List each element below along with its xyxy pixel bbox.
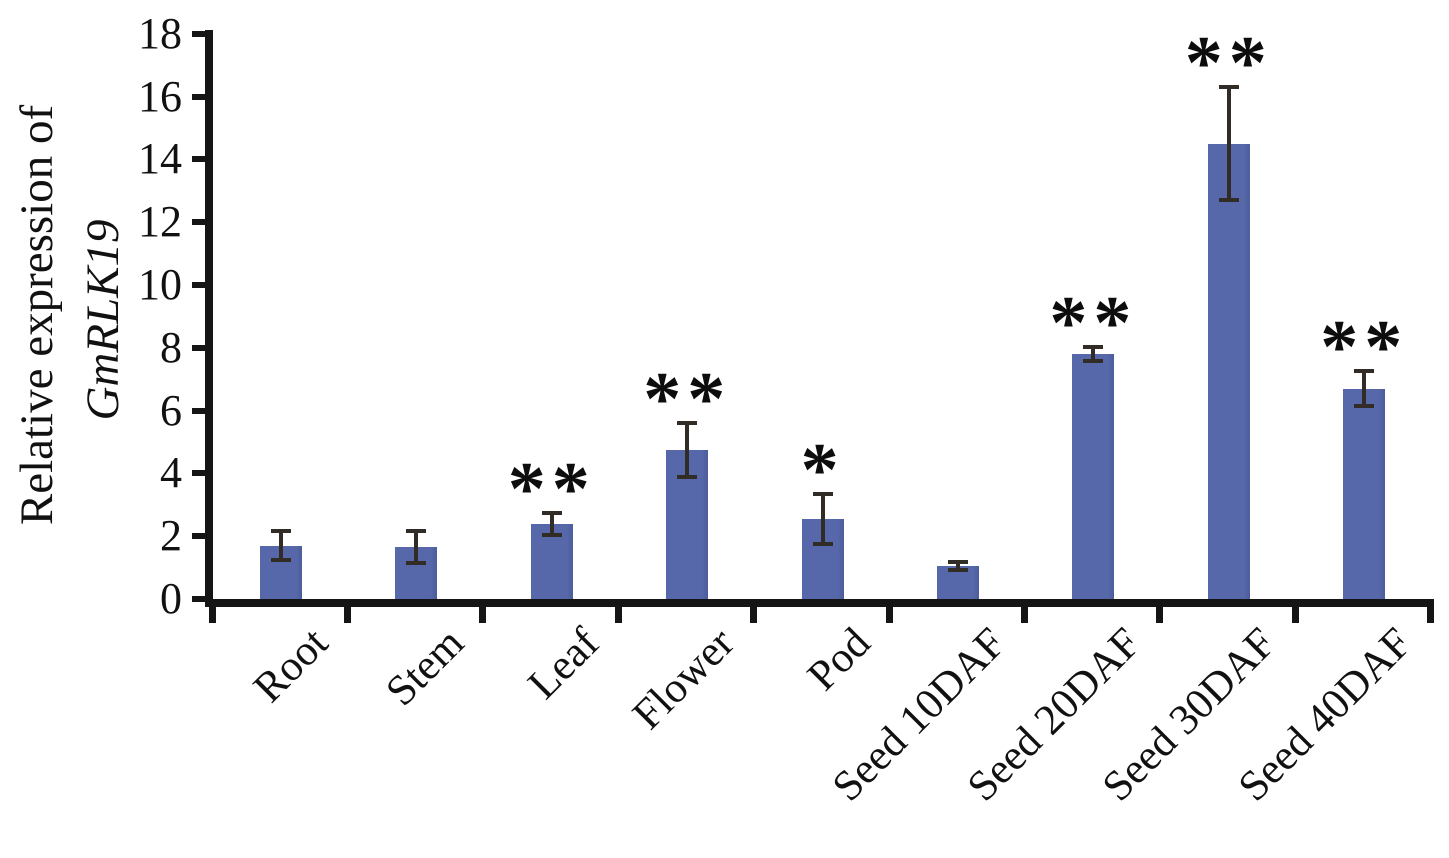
y-tick	[192, 596, 206, 602]
y-tick-label: 2	[160, 511, 182, 561]
error-bar-cap-bottom	[948, 567, 968, 572]
bar-seed-30daf	[1207, 143, 1250, 599]
x-tick	[1156, 599, 1164, 623]
y-tick	[192, 93, 206, 100]
significance-marker-leaf: **	[507, 446, 596, 531]
y-tick	[192, 533, 206, 540]
y-tick	[192, 470, 206, 477]
y-tick	[192, 344, 206, 351]
y-tick-label: 6	[160, 385, 182, 435]
x-tick	[208, 599, 216, 623]
error-bar-flower	[685, 423, 690, 477]
error-bar-cap-top	[271, 529, 291, 534]
significance-marker-seed-30daf: **	[1184, 21, 1273, 106]
x-category-label-stem: Stem	[377, 619, 473, 716]
x-tick	[614, 599, 622, 623]
x-tick	[1291, 599, 1299, 623]
y-tick	[192, 282, 206, 288]
x-tick	[885, 599, 893, 623]
error-bar-cap-bottom	[271, 557, 291, 562]
y-tick	[192, 219, 206, 226]
y-axis-line	[205, 30, 213, 607]
y-tick-label: 8	[160, 322, 182, 372]
error-bar-cap-bottom	[812, 542, 833, 547]
error-bar-cap-top	[948, 560, 968, 565]
y-tick-label: 12	[138, 197, 182, 247]
y-tick-label: 16	[138, 71, 182, 121]
y-tick-label: 4	[160, 448, 182, 498]
x-axis-line	[205, 599, 1434, 607]
error-bar-root	[279, 531, 283, 560]
y-tick	[192, 30, 206, 37]
x-category-label-flower: Flower	[624, 619, 744, 739]
error-bar-cap-top	[812, 491, 833, 496]
y-tick-label: 14	[138, 134, 182, 184]
bar-seed-20daf	[1072, 354, 1115, 599]
error-bar-cap-top	[541, 510, 562, 515]
error-bar-cap-bottom	[1083, 358, 1104, 363]
error-bar-cap-top	[1083, 345, 1104, 350]
y-tick-label: 18	[138, 8, 182, 58]
significance-marker-flower: **	[643, 357, 732, 442]
significance-marker-seed-40daf: **	[1320, 305, 1409, 390]
x-tick	[750, 599, 758, 623]
error-bar-seed-30daf	[1226, 87, 1231, 201]
x-tick	[1427, 599, 1435, 623]
error-bar-pod	[820, 493, 825, 545]
x-tick	[343, 599, 351, 623]
error-bar-cap-top	[406, 529, 427, 534]
error-bar-seed-10daf	[956, 562, 960, 570]
significance-marker-pod: *	[800, 427, 845, 512]
error-bar-cap-top	[677, 421, 698, 426]
x-tick	[1020, 599, 1028, 623]
error-bar-stem	[414, 531, 419, 563]
y-tick-label: 10	[138, 260, 182, 309]
error-bar-cap-bottom	[677, 474, 698, 479]
error-bar-cap-top	[1354, 369, 1375, 374]
error-bar-cap-bottom	[1218, 198, 1239, 203]
error-bar-cap-bottom	[1354, 403, 1375, 408]
error-bar-seed-20daf	[1091, 347, 1096, 361]
y-tick	[192, 156, 206, 163]
x-tick	[479, 599, 487, 623]
error-bar-seed-40daf	[1362, 371, 1367, 406]
error-bar-leaf	[549, 512, 554, 535]
y-tick-label: 0	[160, 574, 182, 623]
x-category-label-root: Root	[245, 619, 338, 712]
x-category-label-pod: Pod	[798, 619, 880, 700]
x-category-label-leaf: Leaf	[519, 619, 609, 709]
bar-seed-40daf	[1343, 388, 1386, 599]
error-bar-cap-top	[1218, 85, 1239, 90]
significance-marker-seed-20daf: **	[1049, 281, 1138, 366]
y-tick	[192, 407, 206, 414]
error-bar-cap-bottom	[406, 560, 427, 565]
error-bar-cap-bottom	[541, 532, 562, 537]
